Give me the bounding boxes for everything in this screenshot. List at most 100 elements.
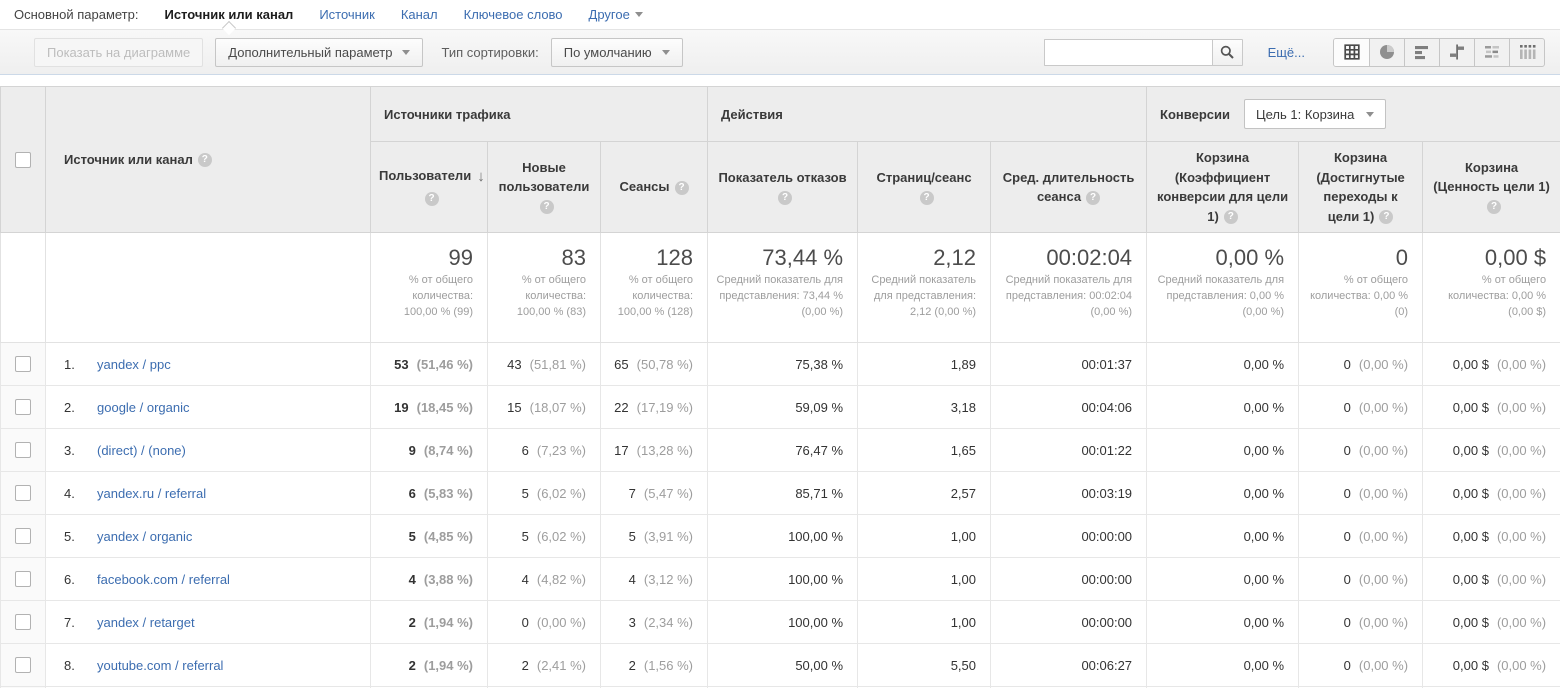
source-medium-link[interactable]: facebook.com / referral — [97, 572, 230, 587]
sort-desc-arrow[interactable]: ↓ — [477, 168, 485, 185]
tab-keyword[interactable]: Ключевое слово — [464, 7, 563, 22]
users-cell: 19(18,45 %) — [371, 386, 488, 429]
column-header-users[interactable]: Пользователи↓ ? — [371, 142, 488, 233]
source-medium-link[interactable]: google / organic — [97, 400, 190, 415]
chevron-down-icon — [635, 12, 643, 17]
users-cell: 4(3,88 %) — [371, 558, 488, 601]
source-medium-link[interactable]: yandex / retarget — [97, 615, 195, 630]
help-icon[interactable]: ? — [675, 181, 689, 195]
sessions-cell: 3(2,34 %) — [601, 601, 708, 644]
view-pivot-button[interactable] — [1509, 39, 1544, 66]
summary-goal-rate: 0,00 %Средний показатель для представлен… — [1147, 233, 1299, 343]
source-medium-link[interactable]: yandex / ppc — [97, 357, 171, 372]
row-checkbox-cell — [1, 644, 46, 687]
bounce-rate-cell: 100,00 % — [708, 558, 858, 601]
source-medium-link[interactable]: youtube.com / referral — [97, 658, 223, 673]
view-comparison-button[interactable] — [1439, 39, 1474, 66]
row-checkbox[interactable] — [15, 614, 31, 630]
help-icon[interactable]: ? — [425, 192, 439, 206]
row-checkbox[interactable] — [15, 442, 31, 458]
help-icon[interactable]: ? — [1487, 200, 1501, 214]
tab-other[interactable]: Другое — [589, 7, 643, 22]
row-checkbox-cell — [1, 601, 46, 644]
goal-value-cell: 0,00 $(0,00 %) — [1423, 644, 1560, 687]
select-all-checkbox[interactable] — [15, 152, 31, 168]
help-icon[interactable]: ? — [198, 153, 212, 167]
goal-value-cell: 0,00 $(0,00 %) — [1423, 558, 1560, 601]
avg-duration-cell: 00:01:37 — [991, 343, 1147, 386]
view-performance-button[interactable] — [1404, 39, 1439, 66]
row-checkbox[interactable] — [15, 356, 31, 372]
tab-medium[interactable]: Канал — [401, 7, 438, 22]
bounce-rate-cell: 76,47 % — [708, 429, 858, 472]
sessions-cell: 65(50,78 %) — [601, 343, 708, 386]
goal-selector-value: Цель 1: Корзина — [1256, 107, 1354, 122]
pages-session-cell: 3,18 — [858, 386, 991, 429]
view-percentage-button[interactable] — [1369, 39, 1404, 66]
tab-source-medium[interactable]: Источник или канал — [164, 7, 293, 22]
source-medium-link[interactable]: (direct) / (none) — [97, 443, 186, 458]
help-icon[interactable]: ? — [540, 200, 554, 214]
users-cell: 5(4,85 %) — [371, 515, 488, 558]
column-header-sessions[interactable]: Сеансы? — [601, 142, 708, 233]
row-checkbox[interactable] — [15, 485, 31, 501]
column-header-new-users[interactable]: Новые пользователи ? — [488, 142, 601, 233]
source-medium-cell: 6.facebook.com / referral — [46, 558, 371, 601]
goal-completions-cell: 0(0,00 %) — [1299, 429, 1423, 472]
help-icon[interactable]: ? — [1224, 210, 1238, 224]
help-icon[interactable]: ? — [1379, 210, 1393, 224]
row-index: 5. — [64, 529, 97, 544]
users-cell: 6(5,83 %) — [371, 472, 488, 515]
help-icon[interactable]: ? — [778, 191, 792, 205]
goal-completions-cell: 0(0,00 %) — [1299, 386, 1423, 429]
view-term-cloud-button[interactable] — [1474, 39, 1509, 66]
sessions-cell: 22(17,19 %) — [601, 386, 708, 429]
pages-session-cell: 1,00 — [858, 558, 991, 601]
help-icon[interactable]: ? — [920, 191, 934, 205]
goal-completions-cell: 0(0,00 %) — [1299, 644, 1423, 687]
view-data-table-button[interactable] — [1334, 39, 1369, 66]
row-checkbox[interactable] — [15, 657, 31, 673]
sort-type-select[interactable]: По умолчанию — [551, 38, 683, 67]
summary-sessions: 128% от общего количества: 100,00 % (128… — [601, 233, 708, 343]
row-checkbox[interactable] — [15, 399, 31, 415]
chevron-down-icon — [662, 50, 670, 55]
column-header-goal-completions[interactable]: Корзина (Достигнутые переходы к цели 1)? — [1299, 142, 1423, 233]
source-medium-link[interactable]: yandex.ru / referral — [97, 486, 206, 501]
search-input[interactable] — [1044, 39, 1212, 66]
dimension-column-header[interactable]: Источник или канал? — [46, 87, 371, 233]
sort-type-label: Тип сортировки: — [441, 45, 538, 60]
row-checkbox[interactable] — [15, 571, 31, 587]
conversions-label: Конверсии — [1160, 107, 1230, 122]
search-button[interactable] — [1212, 39, 1243, 66]
advanced-search-link[interactable]: Ещё... — [1268, 45, 1305, 60]
summary-avg-duration: 00:02:04Средний показатель для представл… — [991, 233, 1147, 343]
secondary-dimension-button[interactable]: Дополнительный параметр — [215, 38, 423, 67]
column-header-avg-duration[interactable]: Сред. длительность сеанса? — [991, 142, 1147, 233]
group-conversions: Конверсии Цель 1: Корзина — [1147, 87, 1560, 142]
goal-rate-cell: 0,00 % — [1147, 472, 1299, 515]
column-header-bounce-rate[interactable]: Показатель отказов? — [708, 142, 858, 233]
pages-session-cell: 1,65 — [858, 429, 991, 472]
primary-dimension-bar: Основной параметр: Источник или канал Ис… — [0, 0, 1560, 30]
select-all-cell — [1, 87, 46, 233]
help-icon[interactable]: ? — [1086, 191, 1100, 205]
plot-rows-button[interactable]: Показать на диаграмме — [34, 38, 203, 67]
column-header-pages-session[interactable]: Страниц/сеанс ? — [858, 142, 991, 233]
goal-rate-cell: 0,00 % — [1147, 558, 1299, 601]
tab-source[interactable]: Источник — [319, 7, 375, 22]
row-checkbox-cell — [1, 343, 46, 386]
summary-pages-session: 2,12Средний показатель для представления… — [858, 233, 991, 343]
row-checkbox[interactable] — [15, 528, 31, 544]
users-cell: 2(1,94 %) — [371, 601, 488, 644]
source-medium-link[interactable]: yandex / organic — [97, 529, 192, 544]
column-header-goal-value[interactable]: Корзина (Ценность цели 1)? — [1423, 142, 1560, 233]
table-search — [1044, 39, 1243, 66]
primary-dimension-label: Основной параметр: — [14, 7, 138, 22]
avg-duration-cell: 00:00:00 — [991, 515, 1147, 558]
goal-rate-cell: 0,00 % — [1147, 644, 1299, 687]
term-cloud-icon — [1483, 43, 1501, 61]
pages-session-cell: 1,00 — [858, 515, 991, 558]
goal-selector[interactable]: Цель 1: Корзина — [1244, 99, 1386, 129]
column-header-goal-conversion-rate[interactable]: Корзина (Коэффициент конверсии для цели … — [1147, 142, 1299, 233]
